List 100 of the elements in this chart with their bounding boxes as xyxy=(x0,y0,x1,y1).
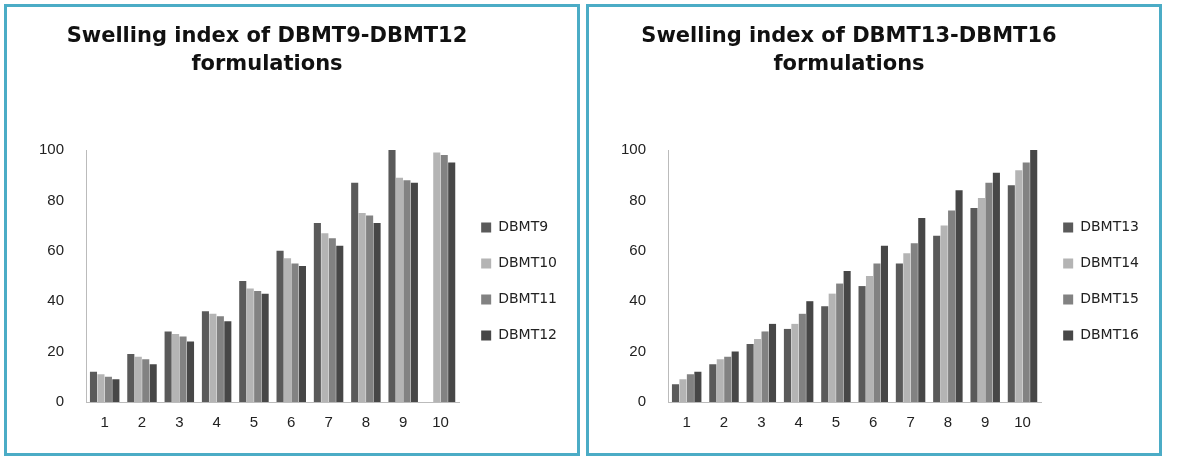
bar xyxy=(149,364,157,402)
bar xyxy=(164,331,172,402)
bar xyxy=(186,341,195,402)
x-tick-label: 9 xyxy=(981,413,990,431)
x-tick-label: 5 xyxy=(249,413,259,431)
bar xyxy=(403,180,411,402)
y-tick-label: 40 xyxy=(47,291,65,309)
y-tick-label: 80 xyxy=(629,190,647,208)
bar xyxy=(806,301,814,402)
bar xyxy=(955,190,963,402)
bar xyxy=(858,286,866,402)
bar xyxy=(276,250,284,402)
bar xyxy=(694,371,702,402)
x-tick-label: 7 xyxy=(324,413,333,431)
bar xyxy=(104,376,112,402)
y-tick-label: 80 xyxy=(47,190,65,208)
bar xyxy=(709,364,717,402)
y-tick-label: 60 xyxy=(47,240,65,258)
bar xyxy=(216,316,224,402)
x-tick-label: 4 xyxy=(212,413,221,431)
y-tick-label: 100 xyxy=(39,140,65,158)
y-tick-label: 0 xyxy=(637,392,647,410)
chart-title: Swelling index of DBMT13-DBMT16 formulations xyxy=(640,22,1058,77)
bar xyxy=(1007,185,1015,402)
x-tick-label: 8 xyxy=(361,413,371,431)
legend-label: DBMT11 xyxy=(498,290,558,307)
bar xyxy=(448,162,456,402)
bar xyxy=(366,215,374,402)
bar xyxy=(798,313,806,402)
bar xyxy=(142,359,150,402)
bar xyxy=(761,331,769,402)
bar xyxy=(410,182,418,402)
bar xyxy=(388,150,396,402)
bar xyxy=(992,172,1000,402)
legend-label: DBMT13 xyxy=(1080,218,1140,235)
x-tick-label: 6 xyxy=(287,413,296,431)
x-tick-label: 8 xyxy=(943,413,953,431)
bar xyxy=(1022,162,1030,402)
bar xyxy=(873,263,881,402)
x-tick-label: 5 xyxy=(831,413,841,431)
bar xyxy=(686,374,694,402)
bar xyxy=(970,207,978,402)
bar xyxy=(336,245,344,402)
x-tick-label: 9 xyxy=(399,413,408,431)
y-tick-label: 100 xyxy=(621,140,647,158)
bar xyxy=(918,218,926,402)
bar xyxy=(201,311,209,402)
y-tick-label: 60 xyxy=(629,240,647,258)
y-tick-label: 0 xyxy=(55,392,65,410)
x-tick-label: 3 xyxy=(757,413,766,431)
x-tick-label: 4 xyxy=(794,413,803,431)
bar xyxy=(298,265,306,402)
bar xyxy=(291,263,299,402)
legend-label: DBMT9 xyxy=(498,218,549,235)
bar xyxy=(671,384,680,402)
bar xyxy=(328,238,336,402)
bar xyxy=(254,291,262,402)
bar xyxy=(880,245,888,402)
bar xyxy=(948,210,956,402)
chart-title: Swelling index of DBMT9-DBMT12 formulations xyxy=(65,22,469,77)
bar xyxy=(768,323,777,402)
legend-label: DBMT15 xyxy=(1080,290,1140,307)
legend-label: DBMT16 xyxy=(1080,326,1140,343)
bar xyxy=(239,281,247,402)
bar xyxy=(224,321,232,402)
bar xyxy=(985,182,993,402)
bar xyxy=(783,328,791,402)
x-tick-label: 2 xyxy=(137,413,147,431)
bar xyxy=(261,293,269,402)
legend-label: DBMT14 xyxy=(1080,254,1140,271)
bar xyxy=(127,354,135,402)
legend-label: DBMT10 xyxy=(498,254,558,271)
x-tick-label: 3 xyxy=(175,413,184,431)
y-tick-label: 40 xyxy=(629,291,647,309)
bar xyxy=(746,344,754,402)
x-tick-label: 6 xyxy=(869,413,878,431)
bar xyxy=(731,351,739,402)
bar xyxy=(910,243,918,402)
y-tick-label: 20 xyxy=(47,341,65,359)
bar xyxy=(933,235,941,402)
bar xyxy=(179,336,187,402)
bar xyxy=(112,379,120,402)
x-tick-label: 7 xyxy=(906,413,915,431)
x-tick-label: 1 xyxy=(682,413,691,431)
x-tick-label: 10 xyxy=(432,413,449,431)
bar xyxy=(1030,150,1038,402)
bar xyxy=(843,270,851,402)
bar xyxy=(351,182,359,402)
legend-label: DBMT12 xyxy=(498,326,558,343)
bar xyxy=(821,306,829,402)
x-tick-label: 10 xyxy=(1014,413,1031,431)
bar xyxy=(440,155,448,402)
bar xyxy=(836,283,844,402)
y-tick-label: 20 xyxy=(629,341,647,359)
bar xyxy=(373,223,381,402)
x-tick-label: 2 xyxy=(719,413,729,431)
bar xyxy=(895,263,903,402)
bar xyxy=(724,356,732,402)
bar xyxy=(313,223,321,402)
x-tick-label: 1 xyxy=(100,413,109,431)
